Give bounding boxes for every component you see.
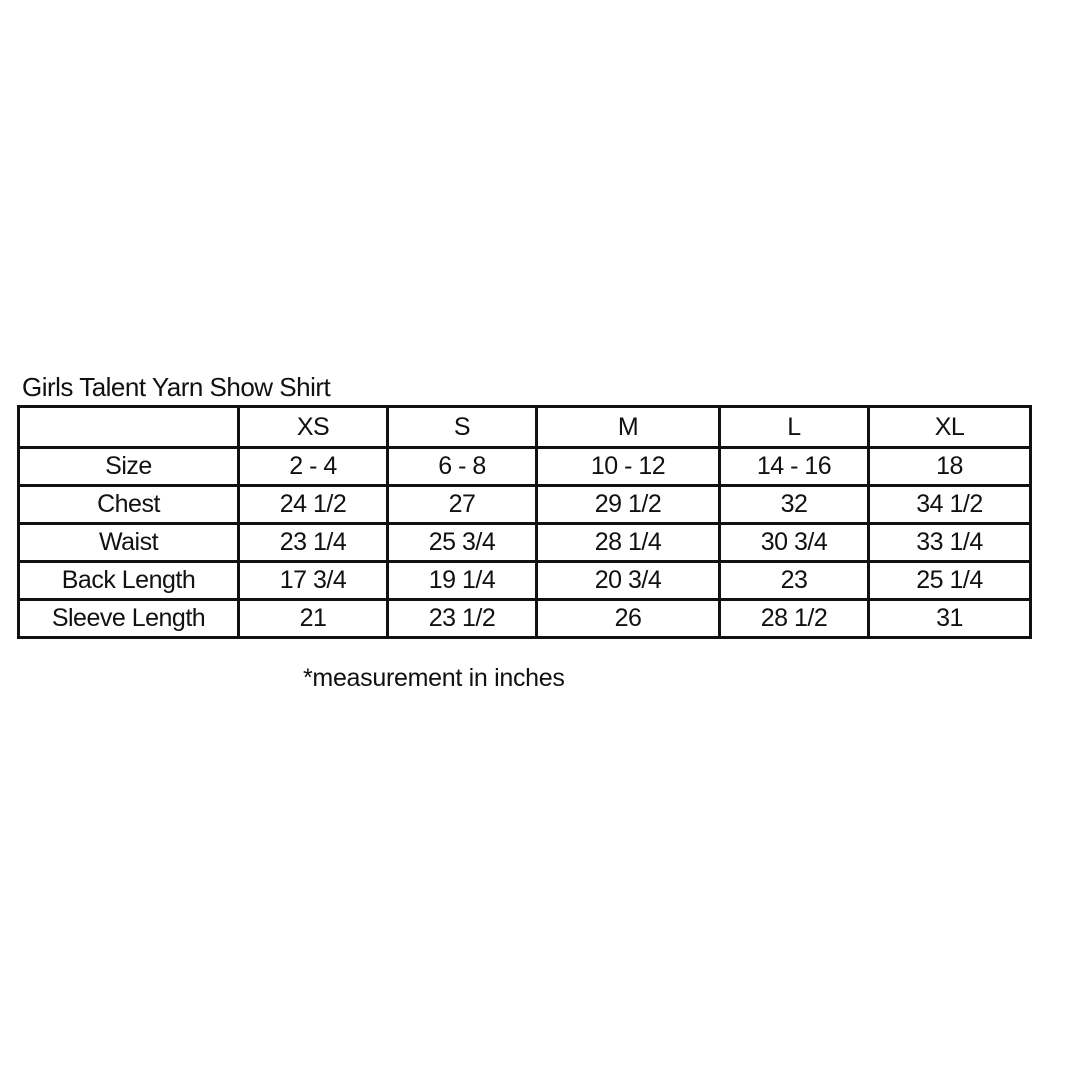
table-cell: 23 1/2: [386, 598, 538, 639]
table-cell: 21: [237, 598, 389, 639]
column-header: [17, 405, 240, 449]
table-cell: 34 1/2: [867, 484, 1032, 525]
header-row: XS S M L XL: [17, 405, 1032, 449]
chart-title: Girls Talent Yarn Show Shirt: [22, 372, 331, 402]
column-header: M: [535, 405, 721, 449]
table-cell: 14 - 16: [718, 446, 870, 487]
table-cell: 23: [718, 560, 870, 601]
table-cell: 17 3/4: [237, 560, 389, 601]
table-cell: 28 1/2: [718, 598, 870, 639]
row-label: Sleeve Length: [17, 598, 240, 639]
table-cell: 24 1/2: [237, 484, 389, 525]
table-cell: 31: [867, 598, 1032, 639]
column-header: S: [386, 405, 538, 449]
table-cell: 6 - 8: [386, 446, 538, 487]
row-label: Size: [17, 446, 240, 487]
table-cell: 27: [386, 484, 538, 525]
table-cell: 10 - 12: [535, 446, 721, 487]
table-row: Sleeve Length 21 23 1/2 26 28 1/2 31: [17, 598, 1032, 639]
row-label: Chest: [17, 484, 240, 525]
row-label: Back Length: [17, 560, 240, 601]
table-cell: 28 1/4: [535, 522, 721, 563]
table-cell: 25 3/4: [386, 522, 538, 563]
table-cell: 20 3/4: [535, 560, 721, 601]
table-row: Chest 24 1/2 27 29 1/2 32 34 1/2: [17, 484, 1032, 525]
column-header: XL: [867, 405, 1032, 449]
table-cell: 32: [718, 484, 870, 525]
table-cell: 29 1/2: [535, 484, 721, 525]
measurement-note: *measurement in inches: [303, 664, 565, 692]
table-cell: 18: [867, 446, 1032, 487]
table-cell: 2 - 4: [237, 446, 389, 487]
table-cell: 19 1/4: [386, 560, 538, 601]
table-row: Waist 23 1/4 25 3/4 28 1/4 30 3/4 33 1/4: [17, 522, 1032, 563]
table-cell: 25 1/4: [867, 560, 1032, 601]
table-cell: 26: [535, 598, 721, 639]
row-label: Waist: [17, 522, 240, 563]
table-row: Back Length 17 3/4 19 1/4 20 3/4 23 25 1/4: [17, 560, 1032, 601]
table-cell: 33 1/4: [867, 522, 1032, 563]
table-cell: 23 1/4: [237, 522, 389, 563]
column-header: XS: [237, 405, 389, 449]
table-cell: 30 3/4: [718, 522, 870, 563]
column-header: L: [718, 405, 870, 449]
